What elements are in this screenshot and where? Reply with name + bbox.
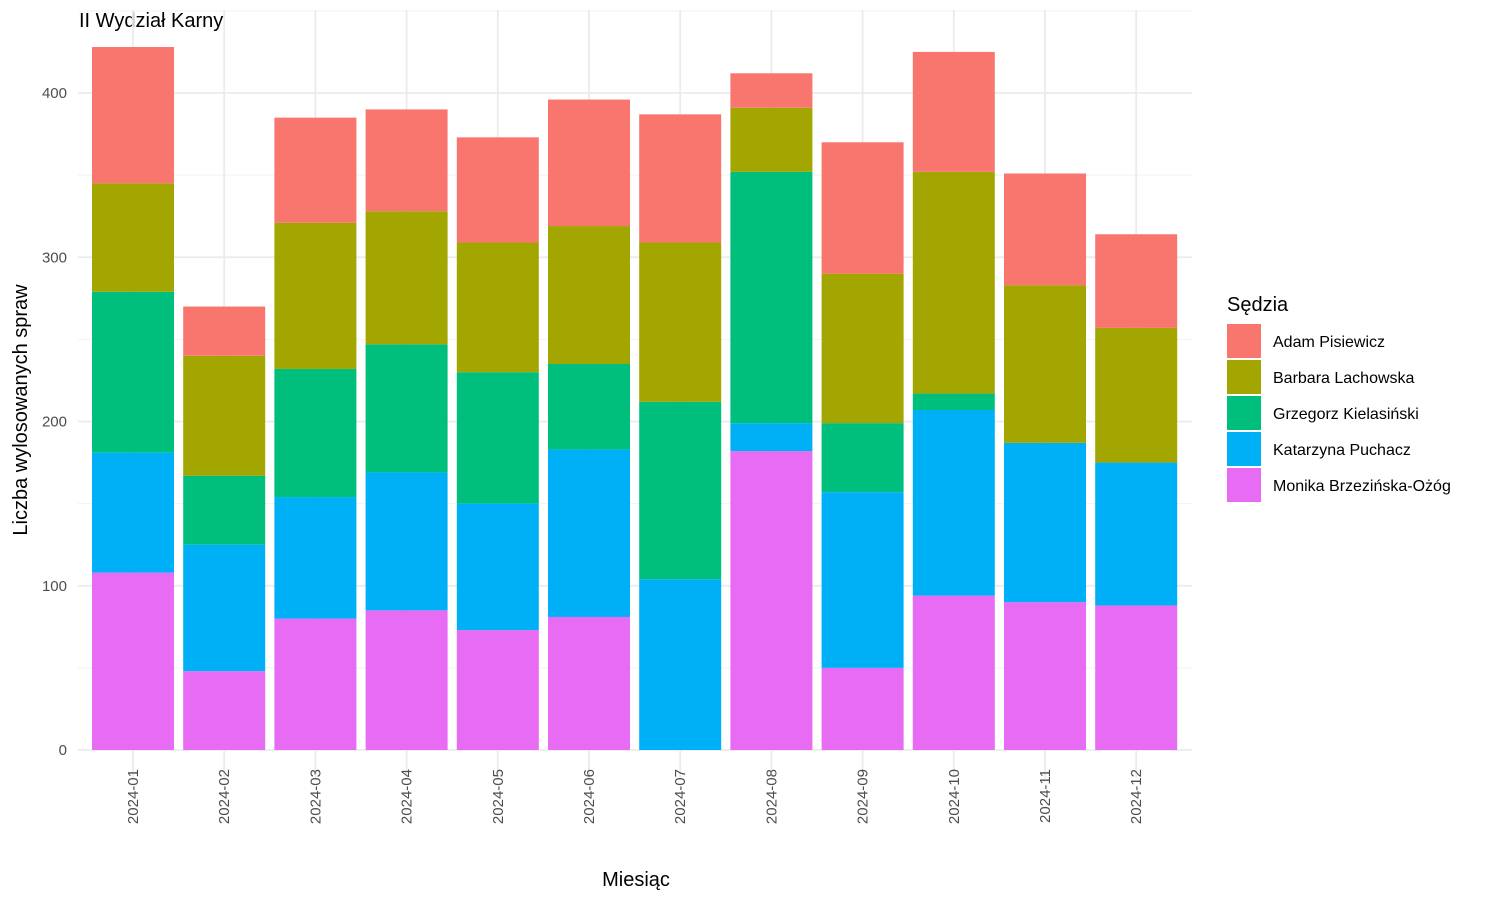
bar-segment [456,242,539,373]
bar-segment [912,410,995,596]
bar-segment [1095,462,1178,606]
bar-segment [183,475,266,545]
bar-segment [274,497,357,619]
bar-segment [1095,234,1178,328]
bar-segment [365,472,448,611]
bar-segment [639,579,722,750]
bar-segment [92,47,174,184]
bar-segment [365,610,448,750]
bar-segment [821,142,904,274]
y-axis-title: Liczba wylosowanych spraw [10,284,32,536]
bar-segment [1004,602,1086,750]
x-tick-label: 2024-10 [946,769,963,824]
bar-segment [183,544,266,672]
legend-label: Katarzyna Puchacz [1273,442,1411,459]
bar-segment [639,401,722,580]
bar-segment [548,226,630,365]
legend-swatch [1227,468,1261,502]
bars [92,47,1178,750]
legend-label: Adam Pisiewicz [1273,334,1385,351]
legend: Sędzia Adam Pisiewicz Barbara Lachowska Gr… [1227,294,1451,502]
bar-segment [365,344,448,473]
bar-segment [821,273,904,424]
y-tick-label: 400 [42,85,67,102]
bar-segment [639,114,722,243]
bar-segment [1004,173,1086,286]
bar-segment [92,183,174,292]
x-tick-label: 2024-07 [672,769,689,824]
bar-segment [639,242,722,402]
bar-segment [183,355,266,476]
bar-segment [730,423,813,452]
y-axis-ticks: 0 100 200 300 400 [42,85,67,759]
legend-title: Sędzia [1227,294,1289,316]
bar-segment [456,137,539,243]
bar-segment [183,671,266,750]
x-tick-label: 2024-03 [307,769,324,824]
bar-segment [730,451,813,750]
bar-segment [456,630,539,750]
bar-segment [548,449,630,617]
x-tick-label: 2024-02 [216,769,233,824]
bar-segment [92,291,174,453]
bar-segment [730,73,813,108]
legend-label: Barbara Lachowska [1273,370,1415,387]
x-tick-label: 2024-04 [399,769,416,824]
bar-segment [456,503,539,631]
bar-segment [183,306,266,356]
bar-segment [821,667,904,750]
bar-segment [274,618,357,750]
y-tick-label: 300 [42,249,67,266]
chart-title: II Wydział Karny [79,10,223,32]
bar-segment [92,572,174,750]
x-tick-label: 2024-11 [1037,769,1054,823]
bar-segment [821,423,904,493]
bar-segment [274,222,357,369]
legend-label: Grzegorz Kielasiński [1273,406,1419,423]
legend-swatch [1227,432,1261,466]
x-tick-label: 2024-06 [581,769,598,824]
bar-segment [548,616,630,750]
y-tick-label: 200 [42,414,67,431]
x-tick-label: 2024-12 [1128,769,1145,824]
x-tick-label: 2024-05 [490,769,507,824]
legend-swatch [1227,324,1261,358]
bar-segment [730,171,813,424]
bar-segment [92,452,174,573]
bar-segment [1004,285,1086,443]
x-tick-label: 2024-01 [125,769,142,824]
bar-segment [821,492,904,668]
bar-segment [274,368,357,498]
y-tick-label: 100 [42,578,67,595]
x-axis-title: Miesiąc [602,869,670,891]
bar-segment [365,211,448,345]
bar-segment [912,393,995,411]
bar-segment [548,99,630,227]
bar-segment [1095,605,1178,750]
legend-label: Monika Brzezińska-Ożóg [1273,478,1451,495]
legend-items: Adam Pisiewicz Barbara Lachowska Grzegorz … [1227,324,1451,502]
bar-segment [548,364,630,450]
bar-segment [912,51,995,172]
bar-segment [912,595,995,750]
bar-segment [912,171,995,394]
bar-segment [456,372,539,504]
legend-swatch [1227,396,1261,430]
y-tick-label: 0 [59,742,67,759]
bar-segment [1095,327,1178,463]
x-tick-label: 2024-09 [855,769,872,824]
legend-swatch [1227,360,1261,394]
x-axis-ticks: 2024-01 2024-02 2024-03 2024-04 2024-05 2024-… [125,769,1145,824]
bar-segment [730,107,813,172]
bar-segment [365,109,448,212]
bar-segment [274,117,357,223]
bar-segment [1004,442,1086,603]
x-tick-label: 2024-08 [763,769,780,824]
